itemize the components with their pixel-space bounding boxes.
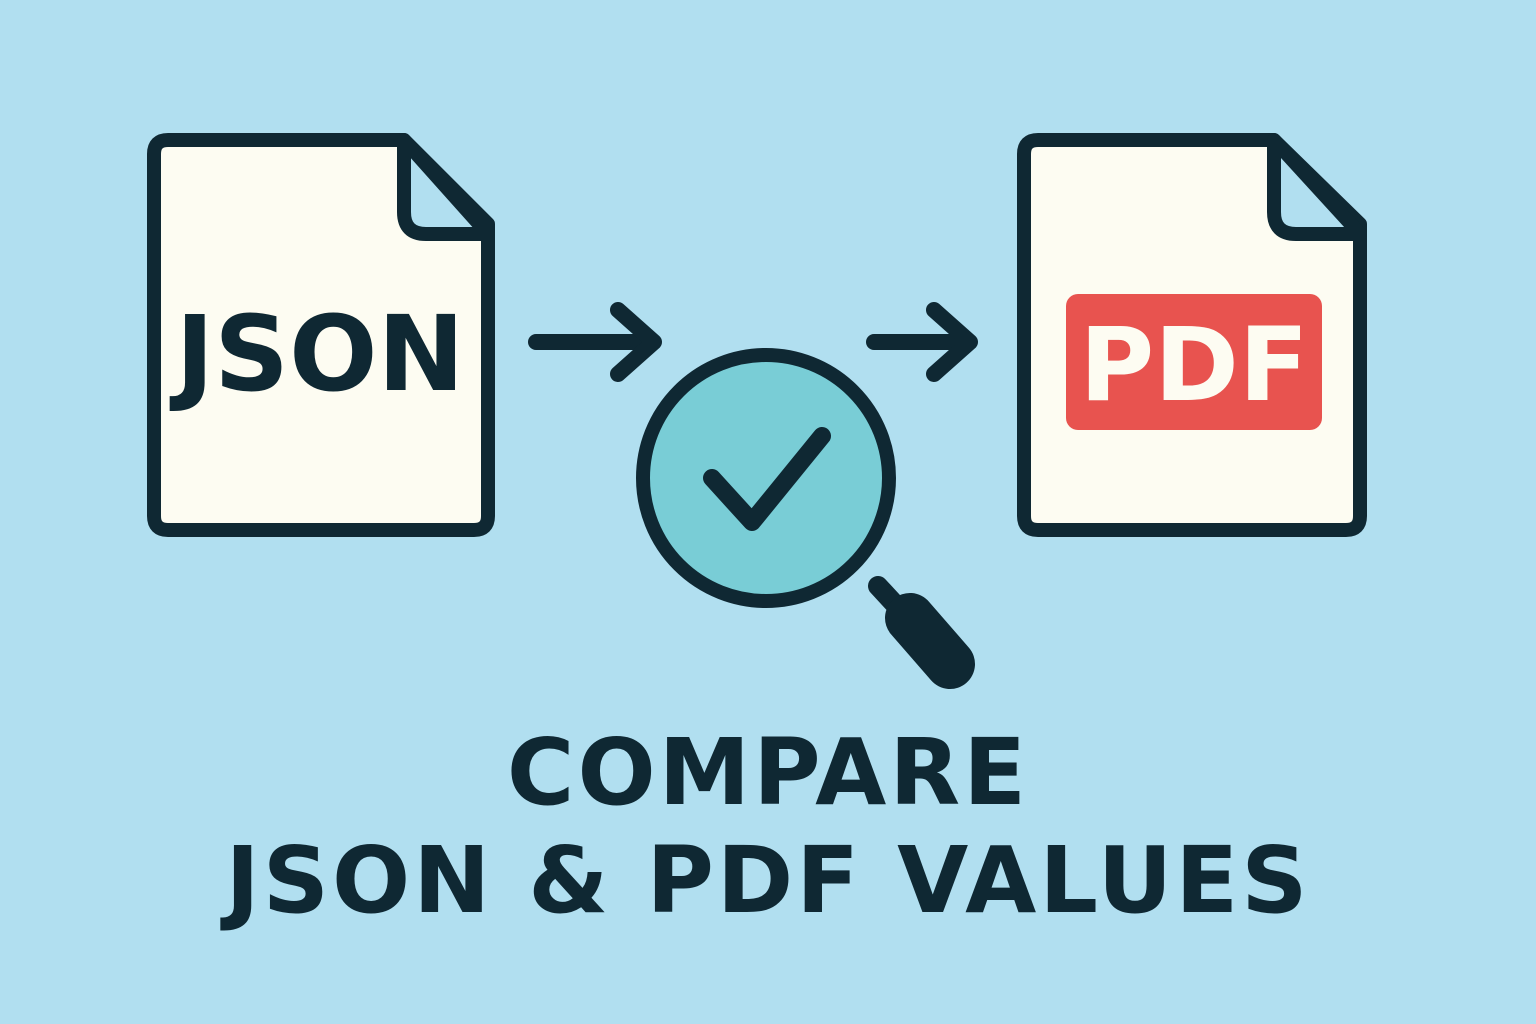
arrow-right-icon	[528, 302, 662, 382]
pdf-badge	[1066, 294, 1322, 430]
pdf-file-icon: PDF	[1017, 133, 1367, 537]
json-file-label: JSON	[169, 293, 464, 415]
pdf-file-label: PDF	[1079, 306, 1308, 425]
arrow-right-icon	[866, 302, 978, 382]
magnifier-check-icon	[636, 348, 975, 689]
json-file-icon: JSON	[147, 133, 495, 537]
caption-line-1: COMPARE	[506, 719, 1030, 826]
caption-line-2: JSON & PDF VALUES	[225, 827, 1311, 934]
checkmark-icon	[703, 427, 831, 531]
